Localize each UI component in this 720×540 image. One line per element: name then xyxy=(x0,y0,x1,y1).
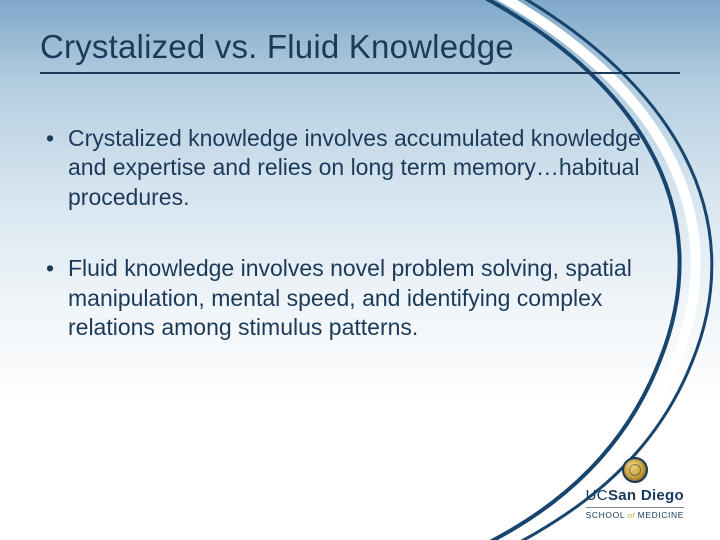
logo-sandiego: San Diego xyxy=(608,487,684,504)
footer-logo: UCSan Diego SCHOOL of MEDICINE xyxy=(586,457,684,520)
slide-content: Crystalized vs. Fluid Knowledge Crystali… xyxy=(0,0,720,343)
logo-divider xyxy=(586,507,684,508)
logo-sub-text: SCHOOL of MEDICINE xyxy=(586,510,684,520)
bullet-item: Fluid knowledge involves novel problem s… xyxy=(46,254,646,342)
bullet-list: Crystalized knowledge involves accumulat… xyxy=(40,124,680,343)
bullet-item: Crystalized knowledge involves accumulat… xyxy=(46,124,646,212)
logo-of: of xyxy=(628,511,635,520)
logo-medicine: MEDICINE xyxy=(638,510,684,520)
logo-uc: UC xyxy=(586,487,608,504)
logo-school: SCHOOL xyxy=(586,510,625,520)
seal-icon xyxy=(622,457,648,483)
logo-main-text: UCSan Diego xyxy=(586,487,684,504)
title-underline xyxy=(40,72,680,74)
slide-title: Crystalized vs. Fluid Knowledge xyxy=(40,28,680,66)
